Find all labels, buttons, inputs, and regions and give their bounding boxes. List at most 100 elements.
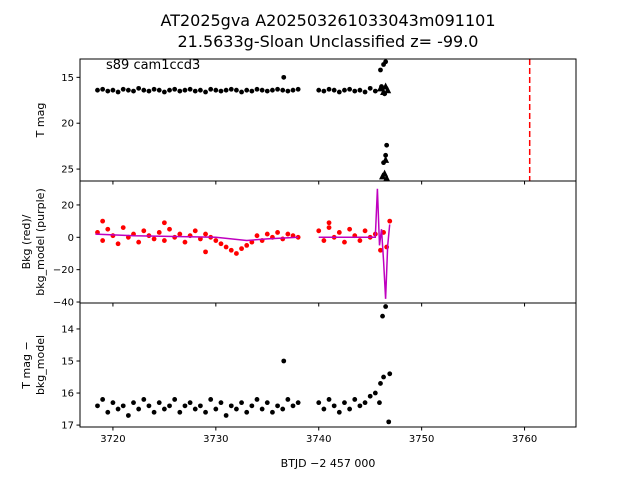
- data-point: [161, 238, 167, 243]
- data-point: [115, 89, 121, 95]
- data-point: [362, 228, 368, 234]
- data-point: [203, 249, 208, 255]
- data-point: [177, 409, 183, 415]
- data-point: [156, 87, 162, 93]
- data-point: [285, 88, 291, 94]
- data-point: [105, 226, 111, 232]
- data-point: [264, 231, 270, 237]
- data-point: [326, 86, 332, 92]
- data-point: [95, 403, 100, 409]
- data-point: [203, 89, 208, 95]
- data-point: [223, 87, 229, 93]
- y-tick-label: 14: [61, 324, 74, 335]
- data-point: [259, 406, 265, 412]
- data-point: [234, 406, 239, 412]
- data-point: [105, 409, 111, 415]
- data-point: [151, 86, 157, 92]
- data-point: [182, 403, 188, 409]
- data-point: [151, 236, 157, 242]
- data-point: [290, 87, 296, 93]
- upper-limit-marker: [379, 172, 387, 180]
- y-tick-label: −40: [53, 298, 74, 309]
- x-tick-label: 3740: [306, 434, 331, 445]
- data-point: [213, 238, 219, 243]
- data-point: [213, 406, 219, 412]
- data-point: [136, 239, 142, 245]
- data-point: [387, 218, 393, 224]
- y-tick-label: 17: [61, 421, 74, 432]
- data-point: [203, 231, 208, 237]
- data-point: [197, 403, 203, 409]
- data-point: [383, 304, 389, 309]
- axes-frame: [79, 58, 577, 182]
- data-point: [192, 406, 198, 412]
- data-point: [380, 313, 385, 319]
- data-point: [146, 403, 152, 409]
- data-point: [321, 238, 327, 243]
- upper-limit-marker: [380, 88, 388, 96]
- data-point: [367, 85, 373, 91]
- y-axis-label: T mag −: [20, 341, 33, 389]
- upper-limit-marker: [383, 174, 391, 182]
- upper-limit-marker: [382, 155, 390, 163]
- data-point: [213, 87, 219, 93]
- data-point: [326, 220, 332, 226]
- x-tick-label: 3730: [203, 434, 228, 445]
- data-point: [120, 225, 126, 230]
- data-point: [367, 393, 373, 399]
- data-point: [275, 403, 280, 409]
- data-point: [228, 86, 234, 92]
- data-point: [377, 400, 382, 406]
- data-point: [316, 87, 322, 93]
- data-point: [239, 89, 244, 95]
- data-point: [342, 87, 347, 93]
- data-point: [321, 88, 327, 94]
- data-point: [120, 403, 126, 409]
- data-point: [125, 413, 131, 418]
- data-point: [281, 358, 287, 364]
- data-point: [244, 87, 250, 93]
- data-point: [172, 234, 178, 240]
- data-point: [192, 228, 198, 234]
- data-point: [357, 87, 363, 93]
- data-point: [362, 89, 368, 95]
- data-point: [156, 400, 162, 406]
- y-axis-label: bkg_model (purple): [34, 188, 47, 295]
- data-point: [326, 225, 332, 230]
- upper-limit-marker: [384, 86, 392, 94]
- data-point: [275, 86, 280, 92]
- x-tick-label: 3720: [100, 434, 125, 445]
- y-tick-label: 25: [61, 165, 74, 176]
- data-point: [387, 371, 393, 377]
- data-point: [270, 87, 275, 93]
- data-point: [228, 403, 234, 409]
- data-point: [223, 413, 229, 418]
- data-point: [290, 403, 296, 409]
- data-point: [352, 88, 358, 94]
- data-point: [378, 247, 383, 253]
- data-point: [264, 88, 270, 94]
- data-point: [244, 409, 250, 415]
- x-axis-label: BTJD −2 457 000: [281, 457, 376, 470]
- data-point: [203, 409, 208, 415]
- data-point: [177, 88, 183, 94]
- data-point: [285, 397, 291, 402]
- data-point: [141, 397, 147, 402]
- model-line: [95, 188, 391, 299]
- data-point: [331, 87, 337, 93]
- y-tick-label: 0: [68, 233, 74, 244]
- data-point: [384, 142, 390, 148]
- data-point: [182, 87, 188, 93]
- data-point: [352, 397, 358, 402]
- data-point: [228, 247, 234, 253]
- data-point: [321, 406, 327, 412]
- data-point: [372, 390, 378, 396]
- data-point: [280, 87, 286, 93]
- data-point: [172, 86, 178, 92]
- data-point: [187, 400, 193, 406]
- data-point: [254, 233, 260, 239]
- data-point: [141, 228, 147, 234]
- data-point: [254, 397, 260, 402]
- data-point: [249, 88, 255, 94]
